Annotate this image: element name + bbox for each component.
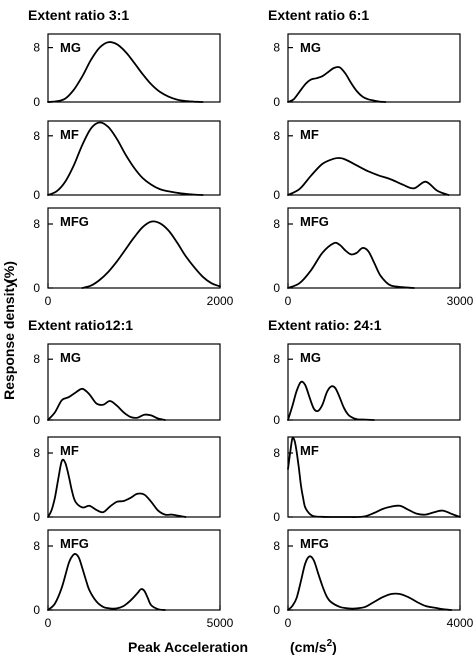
y-tick-label: 0 — [273, 95, 280, 109]
group-title: Extent ratio 3:1 — [28, 7, 129, 23]
panel-3: MFG 0 8 0 2000 — [33, 207, 234, 308]
density-curve — [287, 241, 415, 289]
density-curve — [47, 458, 187, 518]
panel-11: MF 0 8 — [273, 436, 461, 524]
panel-label: MFG — [300, 214, 329, 229]
density-curve — [47, 121, 204, 196]
panel-8: MF 0 8 — [33, 436, 221, 524]
panel-10: Extent ratio: 24:1 MG 0 8 — [268, 317, 461, 427]
x-tick-label: 0 — [285, 616, 292, 630]
y-tick-label: 0 — [33, 95, 40, 109]
y-tick-label: 8 — [273, 539, 280, 553]
panel-frame — [287, 33, 461, 103]
panel-frame — [47, 33, 221, 103]
x-axis-unit-text: (cm/s — [290, 639, 327, 655]
y-tick-label: 0 — [273, 281, 280, 295]
y-tick-label: 0 — [33, 188, 40, 202]
y-axis-title: Response density — [1, 280, 17, 400]
y-tick-label: 8 — [273, 217, 280, 231]
panel-label: MFG — [60, 214, 89, 229]
panel-5: MF 0 8 — [273, 120, 461, 202]
density-curve — [47, 41, 204, 103]
y-tick-label: 0 — [273, 188, 280, 202]
y-tick-label: 0 — [273, 413, 280, 427]
y-tick-label: 8 — [273, 446, 280, 460]
panel-frame — [287, 120, 461, 196]
x-tick-label: 0 — [45, 616, 52, 630]
y-tick-label: 0 — [33, 510, 40, 524]
y-tick-label: 0 — [273, 603, 280, 617]
y-axis-unit: (%) — [1, 261, 17, 283]
panel-7: Extent ratio12:1 MG 0 8 — [28, 317, 221, 427]
y-tick-label: 0 — [33, 413, 40, 427]
panel-2: MF 0 8 — [33, 120, 221, 202]
density-curve — [287, 66, 387, 103]
panel-frame — [287, 207, 461, 289]
panel-frame — [47, 436, 221, 518]
y-tick-label: 8 — [273, 41, 280, 55]
density-curve — [287, 555, 453, 611]
panel-label: MF — [300, 443, 319, 458]
panel-label: MG — [300, 40, 321, 55]
panel-frame — [287, 436, 461, 518]
y-tick-label: 8 — [33, 41, 40, 55]
panel-1: Extent ratio 3:1 MG 0 8 — [28, 7, 221, 109]
panel-frame — [47, 207, 221, 289]
group-title: Extent ratio 6:1 — [268, 7, 369, 23]
panel-9: MFG 0 8 0 5000 — [33, 529, 234, 630]
y-tick-label: 8 — [273, 352, 280, 366]
y-tick-label: 0 — [33, 281, 40, 295]
panel-label: MFG — [300, 536, 329, 551]
y-tick-label: 0 — [273, 510, 280, 524]
panel-frame — [47, 343, 221, 421]
panel-6: MFG 0 8 0 3000 — [273, 207, 474, 308]
panel-label: MG — [300, 350, 321, 365]
panels: Extent ratio 3:1 MG 0 8 MF 0 8 MFG 0 8 0 2000 Extent… — [28, 7, 474, 630]
y-tick-label: 8 — [273, 129, 280, 143]
x-axis-unit-close: ) — [332, 639, 337, 655]
panel-label: MG — [60, 40, 81, 55]
group-title: Extent ratio: 24:1 — [268, 317, 382, 333]
panel-label: MG — [60, 350, 81, 365]
panel-frame — [47, 529, 221, 611]
x-tick-label: 2000 — [207, 294, 234, 308]
density-curve — [47, 553, 166, 611]
density-curve — [81, 220, 221, 289]
y-tick-label: 0 — [33, 603, 40, 617]
density-curve — [287, 380, 375, 421]
panel-label: MF — [300, 127, 319, 142]
panel-label: MF — [60, 127, 79, 142]
panel-12: MFG 0 8 0 4000 — [273, 529, 474, 630]
density-curve — [287, 157, 450, 196]
group-title: Extent ratio12:1 — [28, 317, 133, 333]
x-axis-unit-exponent: 2 — [327, 638, 333, 649]
x-axis-unit: (cm/s2) — [290, 638, 337, 655]
x-tick-label: 3000 — [447, 294, 474, 308]
x-axis-title: Peak Acceleration — [128, 639, 248, 655]
x-tick-label: 0 — [45, 294, 52, 308]
panel-label: MFG — [60, 536, 89, 551]
density-curve — [287, 436, 461, 518]
panel-4: Extent ratio 6:1 MG 0 8 — [268, 7, 461, 109]
x-tick-label: 5000 — [207, 616, 234, 630]
y-tick-label: 8 — [33, 129, 40, 143]
panel-frame — [287, 529, 461, 611]
y-tick-label: 8 — [33, 217, 40, 231]
x-tick-label: 0 — [285, 294, 292, 308]
panel-frame — [47, 120, 221, 196]
density-curve — [47, 387, 166, 421]
y-tick-label: 8 — [33, 352, 40, 366]
y-tick-label: 8 — [33, 539, 40, 553]
panel-label: MF — [60, 443, 79, 458]
x-tick-label: 4000 — [447, 616, 474, 630]
y-tick-label: 8 — [33, 446, 40, 460]
